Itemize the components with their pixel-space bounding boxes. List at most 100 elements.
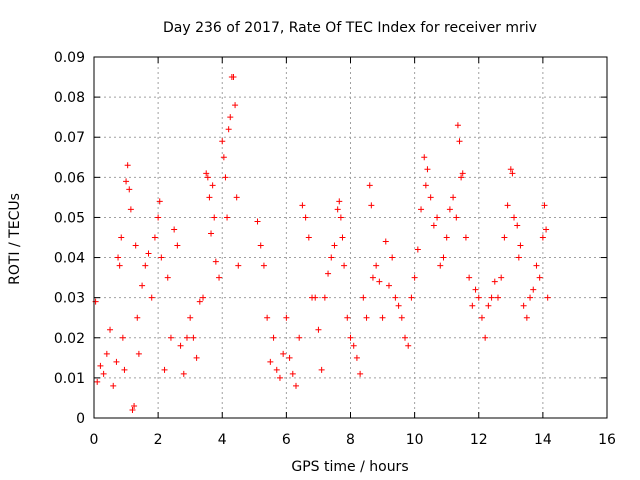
data-point	[127, 206, 134, 213]
data-point	[539, 234, 546, 241]
data-point	[475, 294, 482, 301]
data-point	[488, 294, 495, 301]
data-point	[395, 302, 402, 309]
data-point	[517, 242, 524, 249]
data-point	[331, 242, 338, 249]
data-point	[171, 226, 178, 233]
data-point	[515, 254, 522, 261]
data-point	[280, 350, 287, 357]
data-point	[491, 278, 498, 285]
data-point	[283, 314, 290, 321]
data-point	[544, 294, 551, 301]
data-point	[296, 334, 303, 341]
data-point	[225, 126, 232, 133]
data-point	[113, 358, 120, 365]
data-point	[206, 194, 213, 201]
data-point	[440, 254, 447, 261]
data-point	[97, 362, 104, 369]
data-point	[190, 334, 197, 341]
data-point	[382, 238, 389, 245]
data-point	[430, 222, 437, 229]
data-point	[174, 242, 181, 249]
y-tick-label: 0.06	[54, 170, 85, 186]
x-tick-label: 0	[90, 432, 99, 448]
data-point	[504, 202, 511, 209]
data-point	[414, 246, 421, 253]
data-point	[161, 366, 168, 373]
data-point	[200, 294, 207, 301]
data-point	[232, 102, 239, 109]
data-point	[164, 274, 171, 281]
data-point	[94, 378, 101, 385]
data-point	[466, 274, 473, 281]
data-point	[337, 214, 344, 221]
data-point	[118, 234, 125, 241]
data-point	[276, 374, 283, 381]
x-tick-label: 14	[534, 432, 552, 448]
data-point	[134, 314, 141, 321]
data-point	[373, 262, 380, 269]
data-point	[418, 206, 425, 213]
data-point	[312, 294, 319, 301]
data-point	[318, 366, 325, 373]
data-point	[216, 274, 223, 281]
data-point	[385, 282, 392, 289]
data-point	[126, 186, 133, 193]
data-point	[305, 234, 312, 241]
data-point	[212, 258, 219, 265]
data-point	[110, 382, 117, 389]
data-point	[132, 242, 139, 249]
grid	[94, 57, 607, 418]
data-point	[103, 350, 110, 357]
data-point	[219, 138, 226, 145]
data-point	[405, 342, 412, 349]
data-point	[511, 214, 518, 221]
data-point	[227, 114, 234, 121]
axis-ticks: 0 2 4 6 8 10 12 14 16 0 0.01 0.02 0.03 0.04 0.05 0.06 0.…	[54, 50, 616, 448]
data-point	[408, 294, 415, 301]
y-tick-label: 0.07	[54, 130, 85, 146]
data-point	[273, 366, 280, 373]
data-point	[235, 262, 242, 269]
data-point	[193, 354, 200, 361]
data-point	[260, 262, 267, 269]
data-point	[543, 226, 550, 233]
data-point	[443, 234, 450, 241]
data-point	[151, 234, 158, 241]
data-point	[119, 334, 126, 341]
data-point	[453, 214, 460, 221]
y-tick-label: 0.08	[54, 90, 85, 106]
data-point	[107, 326, 114, 333]
data-point	[325, 270, 332, 277]
data-point	[124, 162, 131, 169]
data-point	[220, 154, 227, 161]
data-point	[187, 314, 194, 321]
data-point	[478, 314, 485, 321]
data-point	[482, 334, 489, 341]
data-point	[341, 262, 348, 269]
data-point	[222, 174, 229, 181]
data-point	[289, 370, 296, 377]
data-point	[357, 370, 364, 377]
x-tick-label: 2	[154, 432, 163, 448]
y-axis-label: ROTI / TECUs	[7, 193, 23, 285]
data-point	[177, 342, 184, 349]
y-tick-label: 0.09	[54, 50, 85, 66]
data-points	[92, 74, 551, 413]
y-tick-label: 0	[76, 411, 85, 427]
data-point	[270, 334, 277, 341]
plot-frame	[93, 56, 608, 419]
data-point	[376, 278, 383, 285]
x-tick-label: 12	[470, 432, 488, 448]
data-point	[203, 170, 210, 177]
data-point	[353, 354, 360, 361]
x-tick-label: 16	[598, 432, 616, 448]
data-point	[257, 242, 264, 249]
data-point	[456, 138, 463, 145]
data-point	[437, 262, 444, 269]
data-point	[434, 214, 441, 221]
data-point	[233, 194, 240, 201]
data-point	[148, 294, 155, 301]
data-point	[339, 234, 346, 241]
x-tick-label: 8	[346, 432, 355, 448]
